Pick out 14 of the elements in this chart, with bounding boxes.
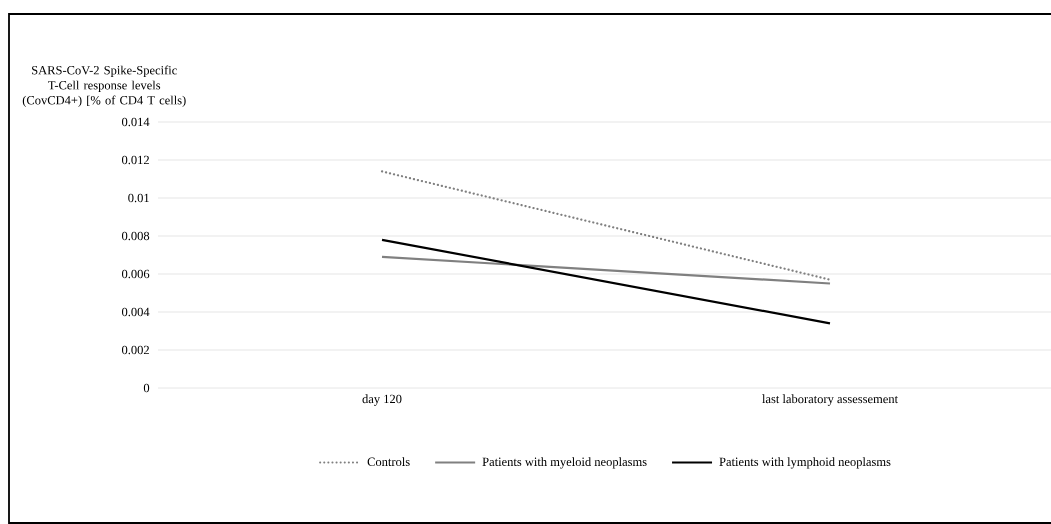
y-tick-label: 0.006: [121, 269, 150, 279]
y-tick-label: 0.002: [121, 345, 149, 355]
x-tick-label: day 120: [362, 394, 402, 406]
y-tick-label: 0.014: [121, 117, 150, 127]
x-tick-label: last laboratory assessement: [762, 394, 898, 406]
legend-label: Patients with myeloid neoplasms: [482, 457, 647, 469]
y-tick-label: 0.012: [121, 155, 149, 165]
y-tick-label: 0: [143, 383, 150, 393]
y-axis-title: SARS-CoV-2 Spike-Specific T-Cell response levels (CovCD4+) [% of CD4 T cells): [22, 65, 186, 107]
legend-label: Patients with lymphoid neoplasms: [719, 457, 891, 469]
y-tick-label: 0.01: [128, 193, 149, 203]
legend-label: Controls: [367, 457, 410, 466]
y-tick-label: 0.008: [121, 231, 150, 241]
y-tick-label: 0.004: [121, 307, 150, 317]
